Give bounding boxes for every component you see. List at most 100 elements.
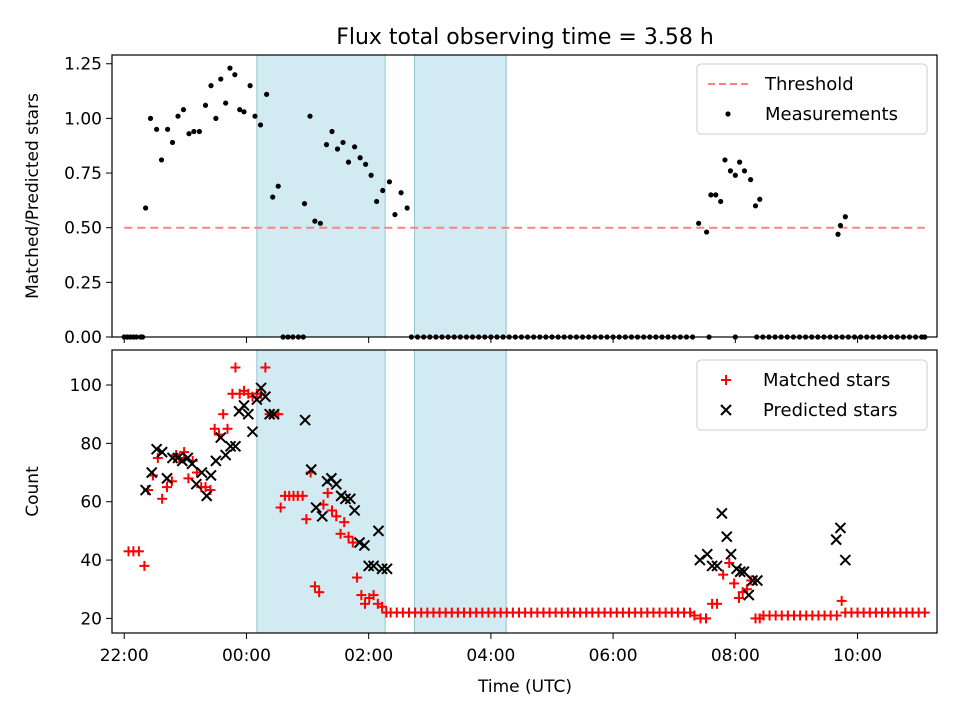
matched-star-point [301, 514, 312, 525]
matched-star-point [152, 452, 163, 463]
matched-star-point [718, 569, 729, 580]
measurement-point [196, 128, 202, 135]
measurement-point [264, 91, 270, 97]
matched-star-point [222, 423, 233, 434]
matched-star-point [339, 517, 350, 528]
measurement-point [312, 218, 318, 224]
count-shaded-spans [256, 349, 507, 634]
measurement-point [842, 214, 848, 220]
count-legend: Matched stars Predicted stars [696, 359, 928, 431]
matched-star-point [360, 598, 370, 609]
predicted-star-point [339, 493, 352, 505]
matched-star-point [356, 590, 367, 601]
predicted-star-point [330, 478, 342, 490]
measurement-point [334, 146, 341, 152]
predicted-star-point [251, 393, 263, 406]
measurement-point [323, 142, 330, 148]
measurement-point [404, 205, 410, 211]
measurement-point [392, 211, 398, 218]
count-y-ticks: 20 40 60 80 100 [70, 376, 112, 629]
predicted-star-point [751, 574, 764, 587]
matched-star-point [352, 572, 363, 583]
y-tick-label: 20 [80, 609, 102, 629]
measurement-point [837, 222, 844, 229]
measurement-point [386, 179, 393, 185]
matched-star-point [724, 557, 735, 568]
predicted-star-point [372, 525, 385, 537]
x-tick-label: 02:00 [344, 646, 393, 666]
predicted-star-point [316, 510, 328, 523]
predicted-star-point [219, 449, 232, 461]
matched-star-point [218, 409, 229, 420]
ratio-shaded-spans [256, 54, 507, 338]
y-tick-label: 80 [80, 434, 102, 454]
measurement-point [708, 192, 714, 198]
measurement-point [208, 83, 214, 89]
predicted-star-point [201, 490, 213, 502]
legend-matched-swatch [721, 375, 731, 385]
matched-points [123, 362, 930, 624]
predicted-star-point [242, 408, 254, 420]
predicted-star-point [139, 484, 152, 496]
observing-window-1 [256, 349, 386, 634]
matched-star-point [701, 613, 711, 624]
y-tick-label: 40 [80, 551, 102, 571]
measurement-point [737, 159, 743, 165]
x-tick-label: 22:00 [100, 646, 149, 666]
count-panel: 20 40 60 80 100 22:00 00:00 02:00 04:00 06:00 08:… [23, 349, 938, 697]
matched-star-point [139, 560, 150, 571]
legend-threshold-label: Threshold [764, 74, 854, 95]
matched-star-point [209, 423, 220, 434]
predicted-star-point [694, 554, 706, 566]
matched-star-point [230, 362, 241, 373]
x-tick-label: 00:00 [222, 646, 271, 666]
matched-star-point [133, 546, 144, 557]
predicted-star-point [367, 560, 380, 572]
matched-star-point [347, 537, 358, 548]
measurement-point [218, 76, 224, 82]
measurement-point [241, 109, 247, 115]
measurement-point [722, 157, 728, 163]
predicted-star-point [196, 466, 208, 479]
measurement-point [357, 155, 363, 161]
measurement-point [835, 231, 841, 237]
measurement-point [352, 144, 358, 150]
matched-star-point [331, 511, 342, 522]
predicted-star-point [255, 382, 267, 394]
measurement-point [380, 187, 386, 194]
observing-window-2 [414, 349, 507, 634]
measurement-point [363, 161, 369, 167]
matched-star-point [322, 487, 333, 498]
predicted-star-point [746, 574, 759, 587]
y-tick-label: 100 [70, 376, 102, 396]
ratio-plot-frame [111, 54, 938, 338]
x-tick-label: 08:00 [711, 646, 760, 666]
measurement-point [329, 128, 335, 135]
y-tick-label: 0.50 [64, 219, 102, 239]
legend-predicted-label: Predicted stars [763, 400, 897, 421]
legend-measurement-swatch [725, 111, 731, 117]
predicted-star-point [210, 455, 222, 467]
measurement-point [732, 172, 738, 178]
predicted-star-point [376, 563, 388, 575]
measurement-point [191, 128, 197, 135]
ratio-y-axis-label: Matched/Predicted stars [23, 93, 43, 299]
ratio-legend: Threshold Measurements [696, 63, 928, 135]
predicted-star-point [161, 472, 173, 485]
predicted-star-point [263, 408, 276, 420]
predicted-star-point [238, 399, 250, 412]
measurement-point [175, 113, 181, 119]
measurement-point [223, 100, 229, 106]
measurement-point [143, 205, 149, 211]
predicted-star-point [215, 431, 227, 444]
matched-star-point [183, 473, 194, 484]
measurement-point [301, 201, 308, 207]
predicted-star-point [156, 446, 168, 458]
predicted-star-point [348, 504, 361, 517]
measurement-point [247, 83, 253, 89]
matched-star-point [919, 607, 930, 618]
measurement-point [757, 196, 763, 202]
measurement-point [374, 198, 380, 205]
matched-star-point [314, 587, 325, 598]
matched-star-point [689, 610, 700, 621]
